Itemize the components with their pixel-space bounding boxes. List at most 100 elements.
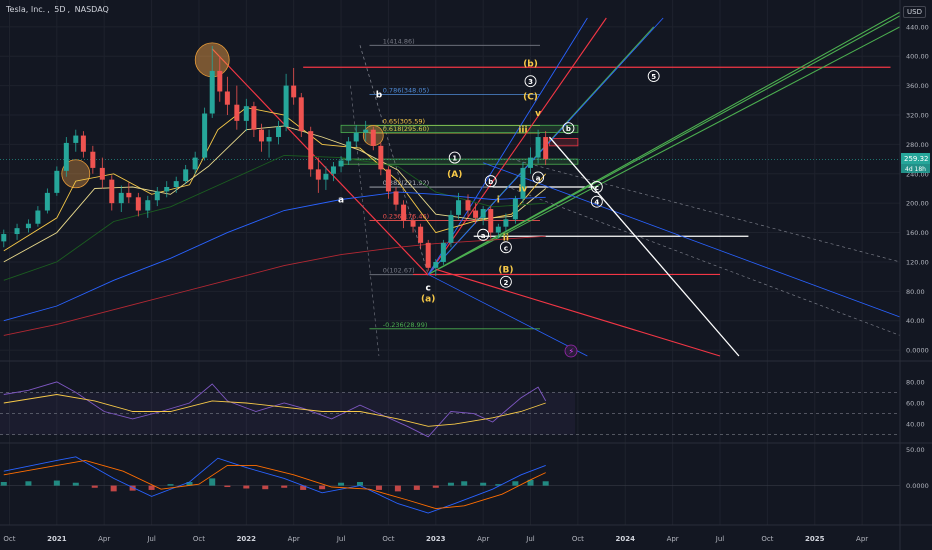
countdown-badge <box>901 164 930 173</box>
candle-body <box>338 160 344 167</box>
trend-line[interactable] <box>548 136 740 357</box>
candle-body <box>315 169 321 180</box>
trend-line[interactable] <box>427 15 901 275</box>
wave-label[interactable]: 3 <box>528 78 533 86</box>
wave-label[interactable]: (A) <box>447 170 462 180</box>
y-tick-label: 80.00 <box>906 288 925 296</box>
trend-line[interactable] <box>428 274 588 357</box>
x-tick-label: 2023 <box>426 535 446 543</box>
macd-histogram-bar <box>432 485 439 488</box>
wave-label[interactable]: ii <box>503 234 509 244</box>
wave-label[interactable]: (C) <box>523 93 538 103</box>
candle-body <box>473 210 479 218</box>
rsi-tick-label: 80.00 <box>906 378 925 386</box>
wave-label[interactable]: c <box>426 284 431 294</box>
x-tick-label: Jul <box>146 535 156 543</box>
candle-body <box>495 226 501 233</box>
candle-body <box>243 106 249 121</box>
candle-body <box>410 220 416 227</box>
candle-body <box>520 167 526 199</box>
currency-button[interactable]: USD <box>903 6 926 18</box>
macd-histogram-bar <box>0 482 7 486</box>
macd-histogram-bar <box>209 478 216 486</box>
wave-label-circle <box>484 175 497 188</box>
trend-line[interactable] <box>427 17 588 275</box>
trend-line[interactable] <box>511 158 901 263</box>
wave-label[interactable]: 4 <box>594 199 599 207</box>
trend-line[interactable] <box>427 17 607 275</box>
candle-body <box>73 135 79 143</box>
candle-body <box>346 141 352 161</box>
candle-body <box>512 198 518 220</box>
macd-histogram-bar <box>167 484 174 486</box>
y-tick-label: 440.00 <box>906 23 929 31</box>
wave-label[interactable]: 1 <box>452 155 457 163</box>
trend-line[interactable] <box>427 26 901 275</box>
candle-body <box>109 179 115 204</box>
macd-histogram-bar <box>72 482 79 486</box>
candle-body <box>353 132 359 142</box>
price-badges: 259.32 4d 18h <box>901 153 930 173</box>
macd-histogram-bar <box>53 480 60 486</box>
trend-line[interactable] <box>211 48 429 276</box>
x-tick-label: 2024 <box>616 535 636 543</box>
rsi-line <box>3 394 546 427</box>
interval-label[interactable]: 5D <box>54 5 66 14</box>
wave-label[interactable]: 2 <box>503 279 508 287</box>
rsi-panel <box>0 381 900 438</box>
wave-label[interactable]: iv <box>518 184 527 194</box>
wave-label[interactable]: b <box>488 178 493 186</box>
wave-label[interactable]: (b) <box>523 60 538 70</box>
candle-body <box>251 106 257 130</box>
countdown-text: 4d 18h <box>905 166 926 173</box>
candle-body <box>145 200 151 211</box>
flash-icon[interactable]: ⚡ <box>564 344 578 358</box>
macd-histogram-bar <box>319 485 326 490</box>
candle-body <box>266 137 272 142</box>
x-tick-label: Oct <box>382 535 394 543</box>
candle-body <box>1 234 7 242</box>
candle-body <box>209 70 215 114</box>
candle-body <box>135 197 141 211</box>
candle-body <box>283 85 289 127</box>
rsi-band <box>0 392 575 435</box>
wave-label[interactable]: 5 <box>651 73 656 81</box>
zone-rectangle[interactable] <box>340 124 579 134</box>
wave-label-circle <box>532 171 545 184</box>
wave-label[interactable]: i <box>497 195 500 205</box>
wave-label[interactable]: a <box>481 232 486 240</box>
wave-label[interactable]: c <box>595 184 599 192</box>
rsi-tick-label: 60.00 <box>906 400 925 408</box>
wave-label[interactable]: v <box>535 109 541 119</box>
macd-histogram-bar <box>224 485 231 488</box>
wave-label-circle <box>499 241 512 254</box>
wave-label-circle <box>499 275 512 288</box>
trend-line[interactable] <box>483 162 901 318</box>
wave-label[interactable]: (B) <box>498 265 513 275</box>
y-tick-label: 120.00 <box>906 258 929 266</box>
x-tick-label: Oct <box>3 535 15 543</box>
wave-label[interactable]: b <box>566 125 571 133</box>
y-tick-label: 40.00 <box>906 317 925 325</box>
macd-histogram-bar <box>338 482 345 486</box>
wave-label[interactable]: (a) <box>421 295 435 305</box>
wave-label[interactable]: c <box>504 244 508 252</box>
macd-histogram-bar <box>394 485 401 492</box>
wave-label[interactable]: b <box>376 90 383 100</box>
x-tick-label: Oct <box>572 535 584 543</box>
y-tick-label: 360.00 <box>906 82 929 90</box>
symbol-name: Tesla, Inc. <box>6 5 46 14</box>
trend-line[interactable] <box>435 268 721 357</box>
candle-body <box>154 191 160 201</box>
wave-label-circle <box>647 70 660 82</box>
macd-histogram-bar <box>357 482 363 486</box>
wave-label[interactable]: iii <box>518 126 527 136</box>
fib-level-label: 0(102.67) <box>383 267 415 275</box>
wave-label[interactable]: a <box>338 195 344 205</box>
candle-body <box>118 192 124 204</box>
candle-body <box>25 223 31 229</box>
wave-label[interactable]: a <box>536 174 541 182</box>
